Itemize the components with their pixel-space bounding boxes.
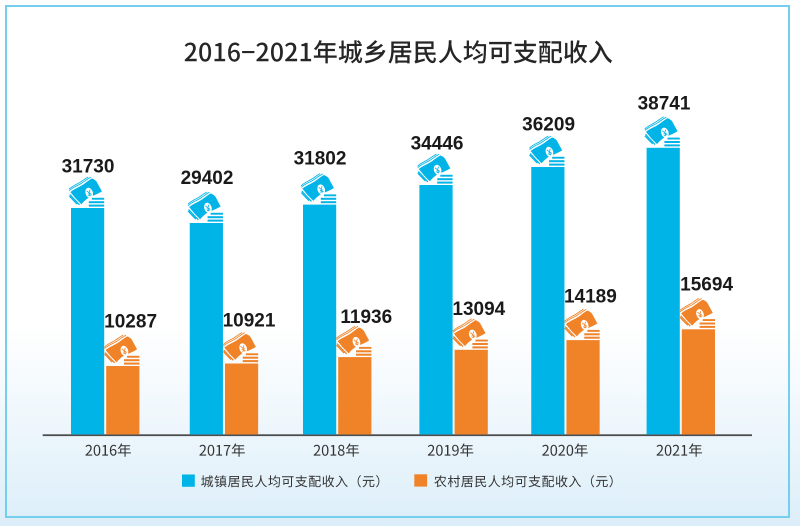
svg-text:31802: 31802 bbox=[294, 149, 347, 170]
svg-text:36209: 36209 bbox=[522, 114, 575, 135]
svg-text:38741: 38741 bbox=[638, 94, 691, 115]
svg-text:29402: 29402 bbox=[181, 168, 234, 189]
svg-text:31730: 31730 bbox=[62, 156, 115, 177]
svg-text:15694: 15694 bbox=[680, 274, 733, 295]
svg-text:10921: 10921 bbox=[223, 311, 276, 332]
svg-text:34446: 34446 bbox=[411, 134, 464, 155]
svg-text:13094: 13094 bbox=[452, 299, 505, 320]
svg-text:10287: 10287 bbox=[104, 312, 157, 333]
svg-text:14189: 14189 bbox=[564, 287, 617, 308]
svg-text:11936: 11936 bbox=[340, 307, 392, 328]
